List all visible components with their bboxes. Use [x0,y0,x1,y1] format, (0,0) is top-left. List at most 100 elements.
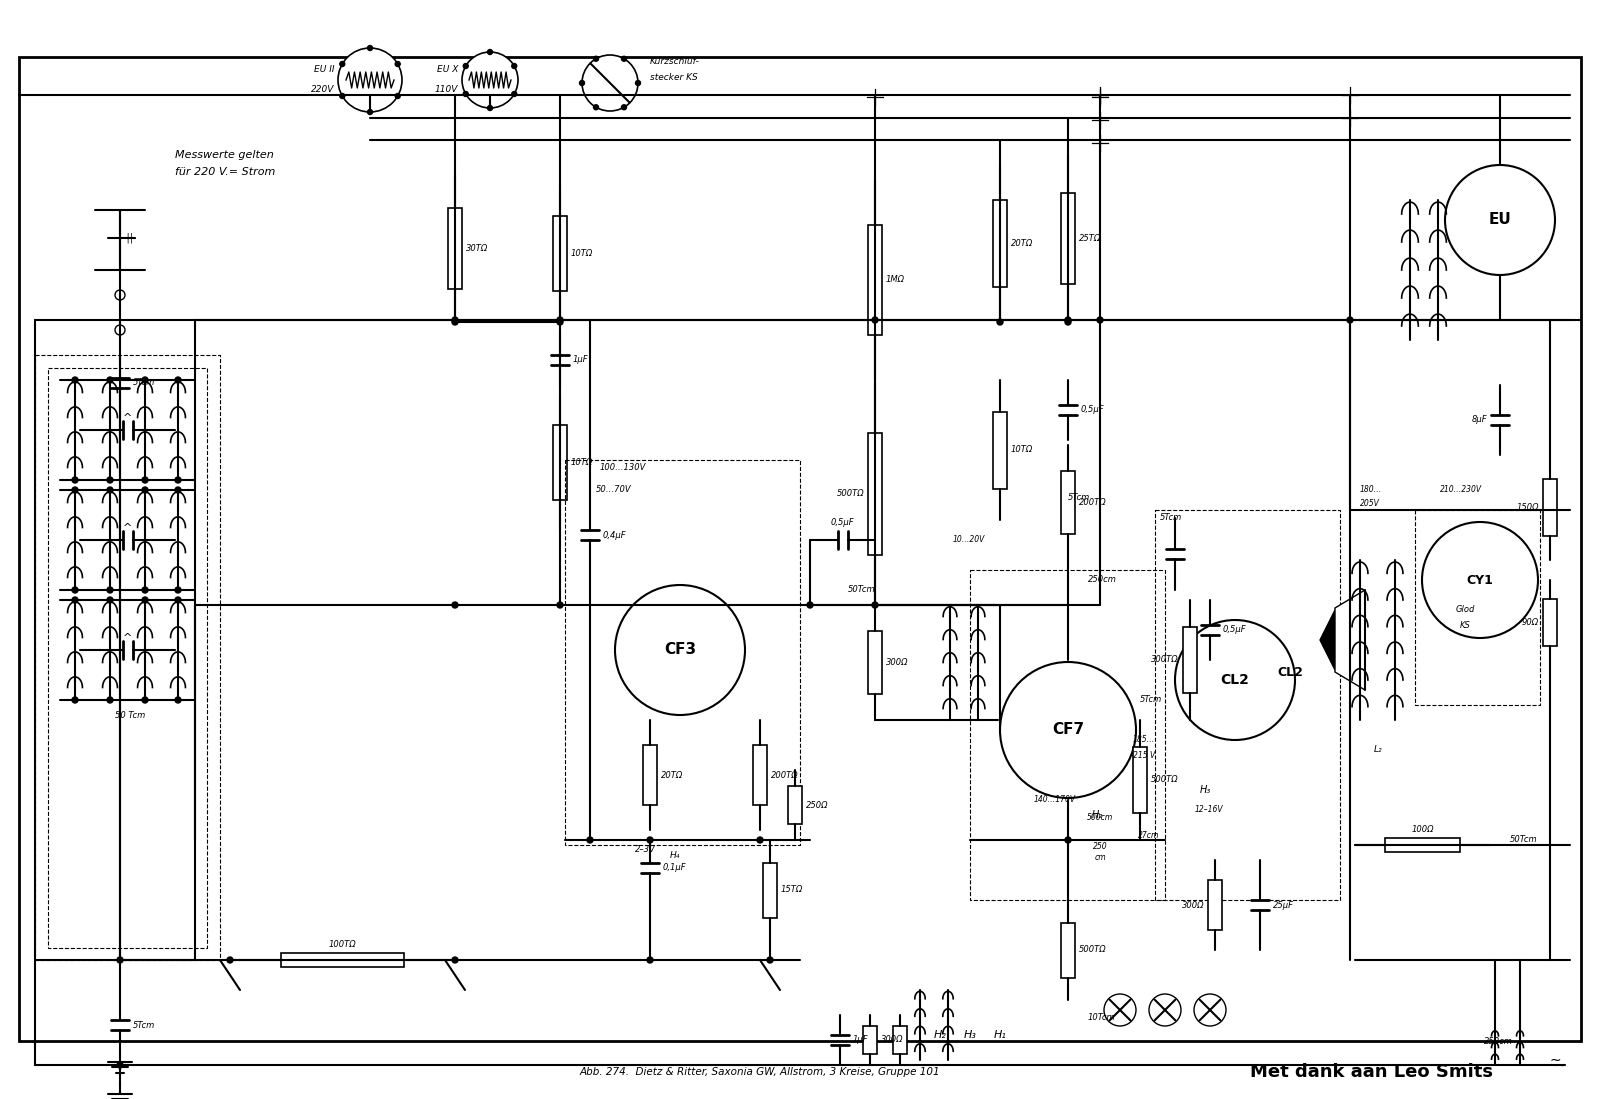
Circle shape [614,585,746,715]
Bar [554,425,566,500]
Text: ∼: ∼ [1549,1053,1562,1067]
Text: ^: ^ [122,413,131,423]
Circle shape [117,957,123,963]
Circle shape [72,597,78,603]
Polygon shape [1320,610,1334,670]
Circle shape [872,602,878,608]
Bar [1542,479,1557,536]
Text: 185…: 185… [1133,735,1155,744]
Text: EU: EU [1488,212,1512,227]
Bar [565,460,800,845]
Text: 300Ω: 300Ω [886,658,909,667]
Text: 10…20V: 10…20V [952,535,986,544]
Text: -||-: -||- [123,233,136,243]
Circle shape [1445,165,1555,275]
Circle shape [142,697,147,703]
Text: 200TΩ: 200TΩ [1078,498,1107,507]
Bar [994,411,1006,488]
Text: 10TΩ: 10TΩ [571,249,594,258]
Bar [1133,747,1147,813]
Text: 180…: 180… [1360,486,1382,495]
Circle shape [72,377,78,382]
Text: 10Tcm: 10Tcm [1088,1013,1115,1022]
Text: 5Tcm: 5Tcm [1069,493,1090,502]
Text: 215 V: 215 V [1133,751,1155,759]
Circle shape [1000,662,1136,798]
Text: CF3: CF3 [664,643,696,657]
Circle shape [339,62,344,67]
Circle shape [72,487,78,493]
Text: 25TΩ: 25TΩ [1078,234,1101,243]
Bar [1542,599,1557,646]
Text: EU II: EU II [314,66,334,75]
Text: 0,5μF: 0,5μF [1082,406,1104,414]
Circle shape [339,93,344,99]
Circle shape [174,587,181,593]
Circle shape [107,487,114,493]
Text: 110V: 110V [435,86,458,95]
Text: 300Ω: 300Ω [882,1035,904,1044]
Circle shape [1066,319,1070,325]
Circle shape [1194,993,1226,1026]
Circle shape [368,110,373,114]
Text: 100Ω: 100Ω [1411,825,1434,834]
Circle shape [997,319,1003,325]
Circle shape [464,91,469,97]
Bar [1155,510,1341,900]
Text: 1μF: 1μF [573,355,589,365]
Text: 100…130V: 100…130V [600,464,646,473]
Circle shape [621,104,627,110]
Bar [862,1026,877,1054]
Circle shape [621,56,627,62]
Circle shape [117,1062,123,1068]
Bar [1061,192,1075,285]
Circle shape [453,602,458,608]
Text: für 220 V.= Strom: für 220 V.= Strom [174,167,275,177]
Text: 90Ω: 90Ω [1522,618,1539,628]
Text: CL2: CL2 [1221,673,1250,687]
Text: 27cm: 27cm [1138,831,1160,840]
Text: 140…170V: 140…170V [1034,796,1077,804]
Text: 20TΩ: 20TΩ [1011,238,1034,248]
Text: 50Tcm: 50Tcm [1510,835,1538,844]
Bar [19,57,1581,1041]
Text: KS: KS [1459,622,1470,631]
Circle shape [338,48,402,112]
Text: 15TΩ: 15TΩ [781,886,803,895]
Circle shape [174,697,181,703]
Circle shape [142,487,147,493]
Text: ^: ^ [122,523,131,533]
Text: ^: ^ [122,633,131,643]
Text: 500TΩ: 500TΩ [1078,945,1107,955]
Circle shape [395,62,400,67]
Circle shape [1098,317,1102,323]
Text: 0,5μF: 0,5μF [830,518,854,528]
Text: H₁: H₁ [994,1030,1006,1040]
Circle shape [1347,317,1354,323]
Circle shape [227,957,234,963]
Text: H₂: H₂ [933,1030,947,1040]
Circle shape [107,587,114,593]
Circle shape [453,317,458,323]
Circle shape [488,106,493,111]
Circle shape [395,93,400,99]
Bar [1061,922,1075,977]
Circle shape [107,477,114,482]
Circle shape [1104,993,1136,1026]
Bar [35,355,221,961]
Text: 12–16V: 12–16V [1195,806,1224,814]
Text: Kurzschluf-: Kurzschluf- [650,57,699,67]
Circle shape [142,587,147,593]
Text: 0,4μF: 0,4μF [603,531,627,540]
Circle shape [464,64,469,68]
Circle shape [488,49,493,55]
Circle shape [453,319,458,325]
Text: H₂: H₂ [1091,810,1104,820]
Text: 200TΩ: 200TΩ [771,770,798,779]
Text: 500TΩ: 500TΩ [1150,776,1179,785]
Text: Abb. 274.  Dietz & Ritter, Saxonia GW, Allstrom, 3 Kreise, Gruppe 101: Abb. 274. Dietz & Ritter, Saxonia GW, Al… [579,1067,941,1077]
Circle shape [72,697,78,703]
Bar [1182,628,1197,693]
Bar [787,786,802,824]
Circle shape [594,56,598,62]
